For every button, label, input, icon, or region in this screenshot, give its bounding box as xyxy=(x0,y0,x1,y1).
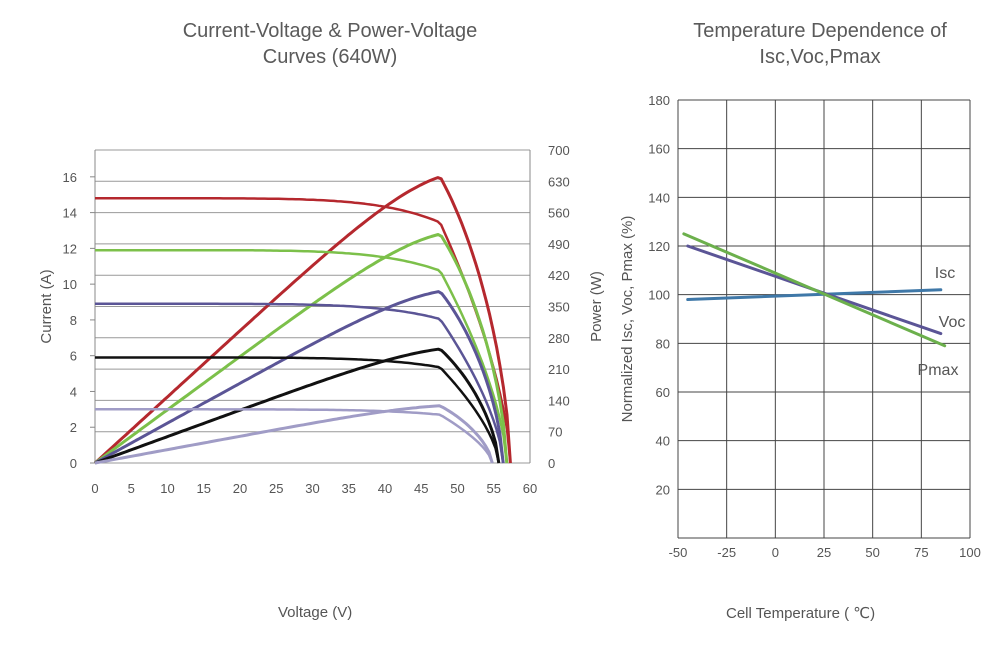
temp-series-label-voc: Voc xyxy=(939,314,966,331)
temp-x-tick-label: 50 xyxy=(865,545,879,560)
temp-line-pmax xyxy=(682,232,947,348)
iv-x-tick-label: 60 xyxy=(523,481,537,496)
temp-line-isc xyxy=(686,288,943,302)
iv-x-tick-label: 20 xyxy=(233,481,247,496)
iv-y2-tick-label: 560 xyxy=(548,206,570,221)
temp-x-tick-label: 75 xyxy=(914,545,928,560)
temp-y-tick-label: 20 xyxy=(656,482,670,497)
iv-y2-tick-label: 0 xyxy=(548,456,555,471)
iv-y-tick-label: 14 xyxy=(63,206,77,221)
temp-y-tick-label: 180 xyxy=(648,93,670,108)
temp-title-line-1: Temperature Dependence of xyxy=(693,20,947,42)
iv-x-tick-label: 50 xyxy=(450,481,464,496)
iv-y-tick-label: 12 xyxy=(63,241,77,256)
iv-chart-title: Current-Voltage & Power-Voltage Curves (… xyxy=(130,18,530,70)
iv-y-axis-label: Current (A) xyxy=(38,269,55,343)
temp-series-label-isc: Isc xyxy=(935,265,955,282)
iv-y-tick-label: 10 xyxy=(63,277,77,292)
iv-curve-5 xyxy=(95,408,494,464)
temp-y-tick-label: 140 xyxy=(648,190,670,205)
iv-x-tick-label: 35 xyxy=(342,481,356,496)
iv-y-tick-label: 16 xyxy=(63,170,77,185)
iv-x-tick-label: 0 xyxy=(91,481,98,496)
iv-y2-tick-label: 630 xyxy=(548,174,570,189)
temp-y-axis-label: Normalized Isc, Voc, Pmax (%) xyxy=(619,216,636,423)
temp-title-line-2: Isc,Voc,Pmax xyxy=(759,46,881,68)
iv-y2-tick-label: 420 xyxy=(548,268,570,283)
pv-curve-5 xyxy=(94,404,494,465)
iv-y2-tick-label: 490 xyxy=(548,237,570,252)
iv-y-tick-label: 0 xyxy=(70,456,77,471)
iv-title-line-2: Curves (640W) xyxy=(262,46,398,68)
iv-x-tick-label: 5 xyxy=(128,481,135,496)
temp-chart-title: Temperature Dependence of Isc,Voc,Pmax xyxy=(660,18,980,70)
iv-x-tick-label: 40 xyxy=(378,481,392,496)
iv-x-axis-label: Voltage (V) xyxy=(278,604,353,621)
temp-y-tick-label: 80 xyxy=(656,336,670,351)
temp-x-axis-label: Cell Temperature ( ℃) xyxy=(726,605,876,622)
iv-title-line-1: Current-Voltage & Power-Voltage xyxy=(182,20,478,42)
temp-y-tick-label: 160 xyxy=(648,142,670,157)
iv-y2-tick-label: 210 xyxy=(548,362,570,377)
iv-curve-1 xyxy=(95,197,512,464)
temp-x-tick-label: 25 xyxy=(817,545,831,560)
temp-x-tick-label: 100 xyxy=(959,545,981,560)
temp-y-tick-label: 60 xyxy=(656,385,670,400)
temp-x-tick-label: -50 xyxy=(669,545,688,560)
iv-y-tick-label: 6 xyxy=(70,349,77,364)
iv-y2-tick-label: 140 xyxy=(548,393,570,408)
temp-series-label-pmax: Pmax xyxy=(918,362,959,379)
iv-y2-tick-label: 70 xyxy=(548,425,562,440)
iv-x-tick-label: 30 xyxy=(305,481,319,496)
pv-curve-3 xyxy=(94,290,505,465)
iv-y-tick-label: 2 xyxy=(70,420,77,435)
iv-y2-tick-label: 350 xyxy=(548,300,570,315)
iv-curve-4 xyxy=(95,356,501,464)
iv-y2-tick-label: 280 xyxy=(548,331,570,346)
iv-x-tick-label: 55 xyxy=(487,481,501,496)
temp-x-tick-label: -25 xyxy=(717,545,736,560)
temp-y-tick-label: 40 xyxy=(656,434,670,449)
pv-curve-1 xyxy=(93,176,512,465)
iv-x-tick-label: 45 xyxy=(414,481,428,496)
iv-curve-3 xyxy=(95,302,505,464)
temp-y-tick-label: 100 xyxy=(648,288,670,303)
iv-x-tick-label: 10 xyxy=(160,481,174,496)
pv-curve-2 xyxy=(94,233,509,465)
iv-y2-axis-label: Power (W) xyxy=(588,271,605,342)
temp-x-tick-label: 0 xyxy=(772,545,779,560)
pv-curve-4 xyxy=(94,347,501,465)
iv-x-tick-label: 25 xyxy=(269,481,283,496)
iv-x-tick-label: 15 xyxy=(197,481,211,496)
iv-curve-2 xyxy=(95,248,509,464)
iv-y2-tick-label: 700 xyxy=(548,143,570,158)
iv-y-tick-label: 8 xyxy=(70,313,77,328)
iv-y-tick-label: 4 xyxy=(70,384,77,399)
temp-y-tick-label: 120 xyxy=(648,239,670,254)
